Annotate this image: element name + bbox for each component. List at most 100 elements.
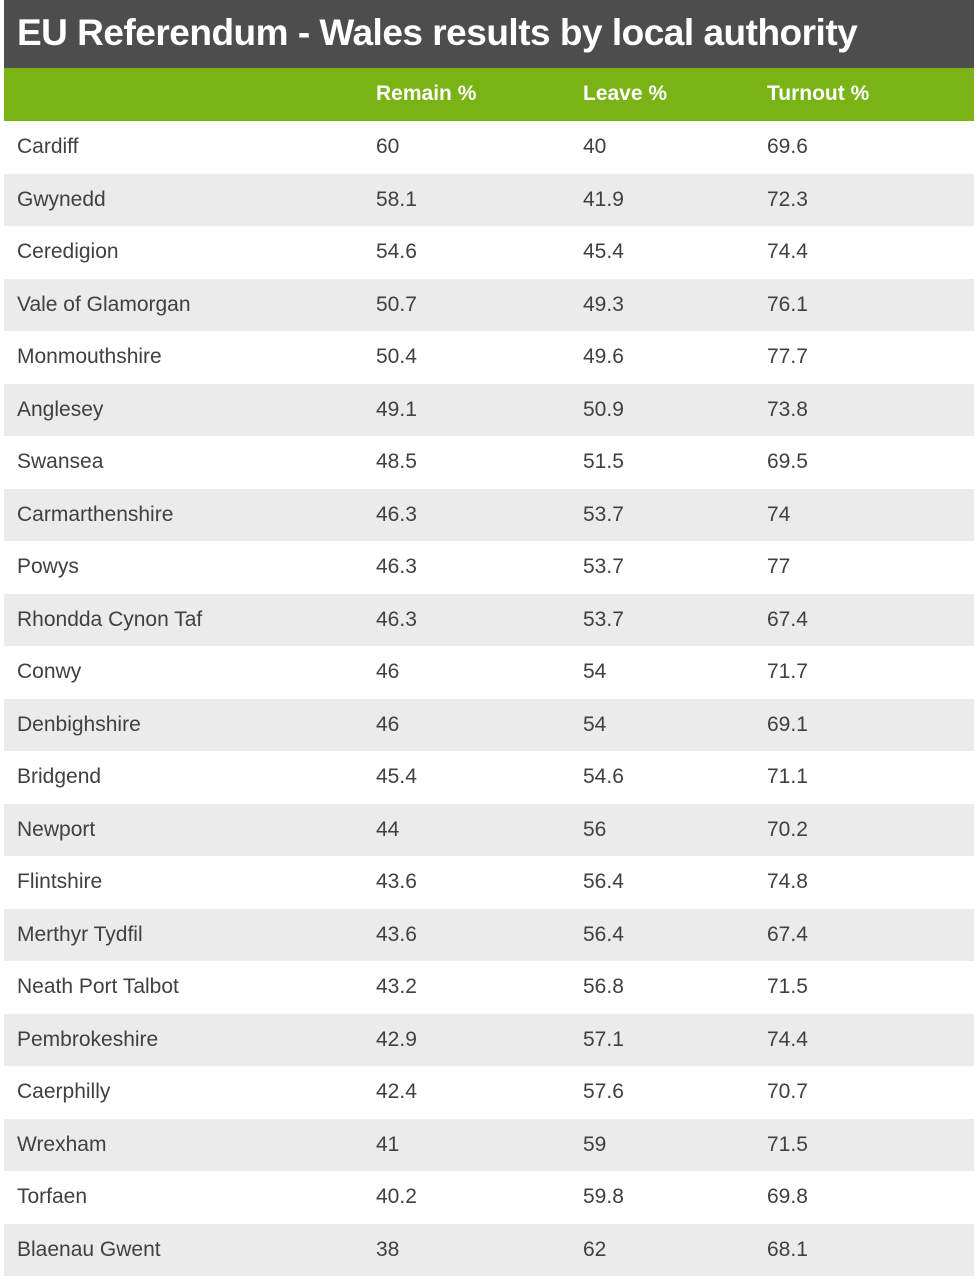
table-row: Merthyr Tydfil 43.6 56.4 67.4	[4, 908, 974, 961]
remain-cell: 49.1	[376, 397, 417, 421]
remain-cell: 44	[376, 817, 400, 841]
authority-cell: Newport	[17, 817, 96, 841]
leave-cell: 45.4	[583, 240, 624, 263]
remain-cell: 40.2	[376, 1185, 417, 1208]
table-row: Neath Port Talbot 43.2 56.8 71.5	[4, 961, 974, 1014]
remain-cell: 46.3	[376, 502, 417, 526]
table-row: Newport 44 56 70.2	[4, 803, 974, 856]
authority-cell: Wrexham	[17, 1132, 107, 1156]
authority-cell: Pembrokeshire	[17, 1027, 159, 1051]
authority-cell: Carmarthenshire	[17, 502, 174, 526]
authority-cell: Ceredigion	[17, 240, 119, 263]
leave-cell: 40	[583, 135, 607, 158]
remain-cell: 60	[376, 135, 400, 158]
remain-cell: 43.2	[376, 975, 417, 998]
remain-cell: 38	[376, 1237, 400, 1261]
turnout-cell: 68.1	[767, 1237, 808, 1261]
authority-cell: Denbighshire	[17, 712, 141, 736]
remain-cell: 54.6	[376, 240, 417, 263]
authority-cell: Caerphilly	[17, 1080, 111, 1103]
leave-cell: 56	[583, 817, 607, 841]
leave-cell: 54.6	[583, 765, 624, 788]
table-title: EU Referendum - Wales results by local a…	[17, 12, 858, 53]
turnout-cell: 67.4	[767, 922, 808, 946]
title-bar: EU Referendum - Wales results by local a…	[4, 0, 974, 68]
remain-cell: 43.6	[376, 870, 417, 893]
leave-cell: 59	[583, 1132, 607, 1156]
header-leave: Leave %	[583, 82, 668, 105]
authority-cell: Anglesey	[17, 397, 104, 421]
remain-cell: 50.7	[376, 292, 417, 316]
leave-cell: 57.6	[583, 1080, 624, 1103]
results-table: EU Referendum - Wales results by local a…	[4, 0, 974, 1280]
leave-cell: 54	[583, 712, 607, 736]
table-row: Denbighshire 46 54 69.1	[4, 698, 974, 751]
table-row: Blaenau Gwent 38 62 68.1	[4, 1223, 974, 1276]
turnout-cell: 70.7	[767, 1080, 808, 1103]
turnout-cell: 74.4	[767, 240, 808, 263]
remain-cell: 43.6	[376, 922, 417, 946]
leave-cell: 56.8	[583, 975, 624, 998]
authority-cell: Powys	[17, 555, 79, 578]
turnout-cell: 77.7	[767, 345, 808, 368]
leave-cell: 49.3	[583, 292, 624, 316]
turnout-cell: 73.8	[767, 397, 808, 421]
remain-cell: 50.4	[376, 345, 417, 368]
turnout-cell: 71.7	[767, 660, 808, 683]
leave-cell: 50.9	[583, 397, 624, 421]
turnout-cell: 74	[767, 502, 791, 526]
remain-cell: 46.3	[376, 555, 417, 578]
authority-cell: Monmouthshire	[17, 345, 162, 368]
turnout-cell: 76.1	[767, 292, 808, 316]
authority-cell: Conwy	[17, 660, 82, 683]
leave-cell: 62	[583, 1237, 607, 1261]
table-row: Rhondda Cynon Taf 46.3 53.7 67.4	[4, 593, 974, 646]
turnout-cell: 74.8	[767, 870, 808, 893]
table-row: Torfaen 40.2 59.8 69.8	[4, 1171, 974, 1224]
remain-cell: 41	[376, 1132, 400, 1156]
table-body: Cardiff 60 40 69.6 Gwynedd 58.1 41.9 72.3 Ceredi…	[4, 121, 974, 1276]
authority-cell: Bridgend	[17, 765, 102, 788]
authority-cell: Swansea	[17, 450, 104, 473]
leave-cell: 56.4	[583, 870, 624, 893]
remain-cell: 48.5	[376, 450, 417, 473]
leave-cell: 53.7	[583, 555, 624, 578]
turnout-cell: 71.1	[767, 765, 808, 788]
table-row: Wrexham 41 59 71.5	[4, 1118, 974, 1171]
leave-cell: 59.8	[583, 1185, 624, 1208]
table-row: Carmarthenshire 46.3 53.7 74	[4, 488, 974, 541]
leave-cell: 41.9	[583, 187, 624, 211]
table-row: Gwynedd 58.1 41.9 72.3	[4, 173, 974, 226]
turnout-cell: 70.2	[767, 817, 808, 841]
authority-cell: Rhondda Cynon Taf	[17, 607, 203, 631]
turnout-cell: 69.6	[767, 135, 808, 158]
remain-cell: 42.4	[376, 1080, 417, 1103]
table-row: Powys 46.3 53.7 77	[4, 541, 974, 594]
leave-cell: 56.4	[583, 922, 624, 946]
turnout-cell: 67.4	[767, 607, 808, 631]
remain-cell: 45.4	[376, 765, 417, 788]
authority-cell: Vale of Glamorgan	[17, 292, 191, 316]
turnout-cell: 74.4	[767, 1027, 808, 1051]
table-row: Bridgend 45.4 54.6 71.1	[4, 751, 974, 804]
leave-cell: 51.5	[583, 450, 624, 473]
turnout-cell: 71.5	[767, 975, 808, 998]
leave-cell: 57.1	[583, 1027, 624, 1051]
table-row: Pembrokeshire 42.9 57.1 74.4	[4, 1013, 974, 1066]
turnout-cell: 77	[767, 555, 791, 578]
leave-cell: 49.6	[583, 345, 624, 368]
leave-cell: 53.7	[583, 607, 624, 631]
leave-cell: 53.7	[583, 502, 624, 526]
header-turnout: Turnout %	[767, 82, 870, 105]
turnout-cell: 71.5	[767, 1132, 808, 1156]
remain-cell: 46.3	[376, 607, 417, 631]
table-row: Flintshire 43.6 56.4 74.8	[4, 856, 974, 909]
remain-cell: 58.1	[376, 187, 417, 211]
remain-cell: 42.9	[376, 1027, 417, 1051]
table-row: Cardiff 60 40 69.6	[4, 121, 974, 174]
turnout-cell: 72.3	[767, 187, 808, 211]
remain-cell: 46	[376, 712, 400, 736]
authority-cell: Neath Port Talbot	[17, 975, 179, 998]
authority-cell: Blaenau Gwent	[17, 1237, 161, 1261]
table-row: Conwy 46 54 71.7	[4, 646, 974, 699]
